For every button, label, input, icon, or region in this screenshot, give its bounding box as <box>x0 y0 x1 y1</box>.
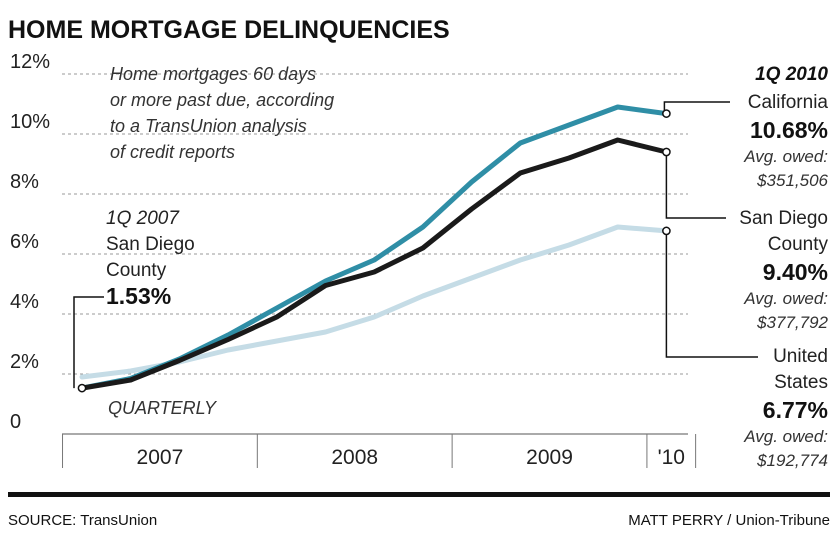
y-tick-label: 2% <box>10 351 39 373</box>
end-annotations: 1Q 2010 California 10.68% Avg. owed: $35… <box>739 64 828 470</box>
san-diego-owed-value: $377,792 <box>756 313 828 332</box>
san-diego-leader-line <box>665 152 726 219</box>
note-line: or more past due, according <box>110 90 334 110</box>
san-diego-owed-label: Avg. owed: <box>743 289 828 308</box>
x-tick-label: 2007 <box>137 446 184 469</box>
start-label-line: County <box>106 260 167 281</box>
california-owed-label: Avg. owed: <box>743 147 828 166</box>
start-annotation: 1Q 2007 San Diego County 1.53% <box>106 208 195 309</box>
california-end-marker <box>662 109 671 118</box>
san-diego-value: 9.40% <box>763 259 828 285</box>
us-leader-line <box>665 230 758 358</box>
san-diego-label-line: San Diego <box>739 208 828 229</box>
y-tick-label: 8% <box>10 171 39 193</box>
california-leader-line <box>663 101 730 115</box>
us-value: 6.77% <box>763 397 828 423</box>
san-diego-end-marker <box>662 147 671 157</box>
footer-rule <box>8 492 830 497</box>
end-period: 1Q 2010 <box>755 64 828 85</box>
x-tick-label: '10 <box>658 446 685 469</box>
us-label-line: States <box>774 372 828 393</box>
california-value: 10.68% <box>750 117 828 143</box>
y-axis-ticks: 0 2% 4% 6% 8% 10% 12% <box>10 51 50 433</box>
start-marker <box>77 383 87 393</box>
start-period: 1Q 2007 <box>106 208 180 229</box>
us-end-marker <box>662 226 671 236</box>
us-owed-label: Avg. owed: <box>743 427 828 446</box>
y-tick-label: 6% <box>10 231 39 253</box>
source-text: SOURCE: TransUnion <box>8 512 157 529</box>
note-line: to a TransUnion analysis <box>110 116 307 136</box>
y-tick-label: 10% <box>10 111 50 133</box>
series-lines <box>79 104 669 391</box>
series-line-san-diego-county <box>79 137 669 391</box>
y-tick-label: 4% <box>10 291 39 313</box>
y-tick-label: 12% <box>10 51 50 73</box>
annotation-leaders <box>73 101 758 393</box>
california-label: California <box>748 92 829 113</box>
note-line: Home mortgages 60 days <box>110 64 316 84</box>
x-tick-label: 2008 <box>331 446 378 469</box>
x-tick-label: 2009 <box>526 446 573 469</box>
credit-text: MATT PERRY / Union-Tribune <box>628 512 830 529</box>
y-tick-label: 0 <box>10 411 21 433</box>
chart-note: Home mortgages 60 days or more past due,… <box>110 64 334 162</box>
start-value: 1.53% <box>106 283 171 309</box>
x-axis: 2007 2008 2009 '10 <box>62 434 697 469</box>
chart-title: HOME MORTGAGE DELINQUENCIES <box>8 16 450 44</box>
us-owed-value: $192,774 <box>756 451 828 470</box>
san-diego-label-line: County <box>768 234 829 255</box>
frequency-label: QUARTERLY <box>108 398 218 418</box>
california-owed-value: $351,506 <box>756 171 828 190</box>
note-line: of credit reports <box>110 142 235 162</box>
us-label-line: United <box>773 346 828 367</box>
start-label-line: San Diego <box>106 234 195 255</box>
start-leader-line <box>73 296 104 389</box>
